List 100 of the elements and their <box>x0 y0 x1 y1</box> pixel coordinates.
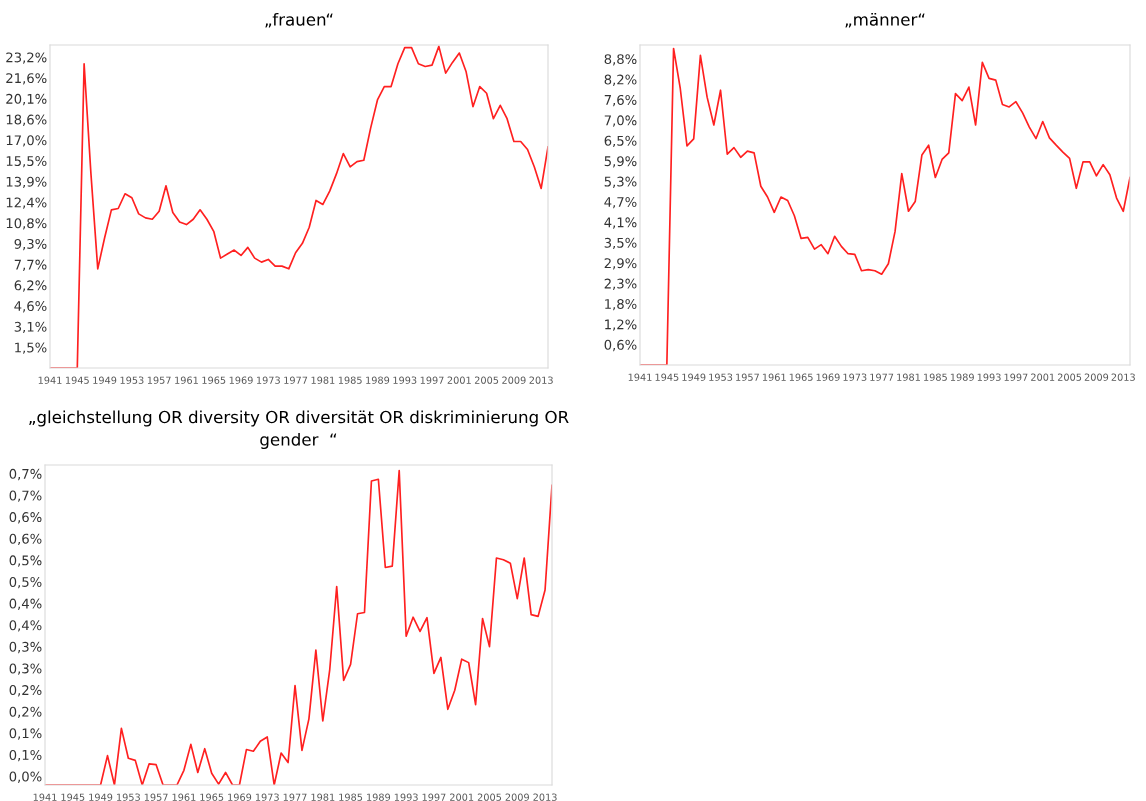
x-tick-label: 2009 <box>1084 373 1109 381</box>
y-tick-label: 0,7% <box>9 490 42 502</box>
y-tick-label: 0,4% <box>9 620 42 632</box>
y-tick-label: 12,4% <box>6 197 47 209</box>
x-tick-label: 1953 <box>117 793 140 801</box>
y-tick-label: 0,3% <box>9 663 42 675</box>
x-tick-label: 1989 <box>366 376 390 384</box>
y-tick-label: 0,5% <box>9 576 42 589</box>
y-tick-label: 18,6% <box>6 114 47 126</box>
y-tick-label: 3,1% <box>14 321 47 334</box>
y-tick-label: 6,2% <box>14 280 47 292</box>
y-tick-label: 7,7% <box>14 259 47 271</box>
y-tick-label: 0,1% <box>9 749 42 762</box>
y-tick-label: 3,5% <box>604 237 637 250</box>
x-tick-label: 1985 <box>339 793 363 801</box>
x-tick-label: 1941 <box>38 376 62 384</box>
x-tick-label: 1969 <box>228 793 252 801</box>
y-tick-label: 0,4% <box>9 598 42 610</box>
y-tick-label: 13,9% <box>6 176 47 189</box>
x-tick-label: 1965 <box>200 793 224 801</box>
x-tick-label: 1965 <box>202 376 226 384</box>
x-tick-label: 1945 <box>61 793 85 801</box>
y-tick-label: 0,6% <box>9 533 42 546</box>
y-tick-label: 2,3% <box>604 278 637 290</box>
x-tick-label: 1941 <box>628 373 652 381</box>
x-tick-label: 1961 <box>175 376 198 384</box>
x-tick-label: 1997 <box>422 793 446 801</box>
x-tick-label: 1953 <box>709 373 733 381</box>
x-tick-label: 1989 <box>950 373 974 381</box>
x-tick-label: 2013 <box>529 376 553 384</box>
x-tick-label: 1969 <box>816 373 840 381</box>
y-tick-label: 15,5% <box>6 156 47 168</box>
x-tick-label: 2013 <box>533 793 557 801</box>
y-tick-label: 20,1% <box>6 93 47 106</box>
x-tick-label: 1977 <box>870 373 894 381</box>
x-tick-label: 1989 <box>367 793 391 801</box>
x-tick-label: 2005 <box>474 376 499 384</box>
y-tick-label: 1,2% <box>605 319 637 331</box>
y-tick-label: 7,6% <box>604 94 637 107</box>
x-tick-label: 1985 <box>338 376 362 384</box>
y-tick-label: 0,0% <box>9 771 42 783</box>
chart-title: „frauen“ <box>265 12 333 28</box>
y-tick-label: 17,0% <box>6 135 47 147</box>
x-tick-label: 2001 <box>1031 373 1055 381</box>
y-tick-label: 21,6% <box>6 73 47 85</box>
x-tick-label: 1981 <box>897 373 920 381</box>
y-tick-label: 0,1% <box>9 728 42 740</box>
x-tick-label: 1965 <box>789 373 813 381</box>
y-tick-label: 10,8% <box>6 218 47 230</box>
x-tick-label: 1977 <box>284 376 308 384</box>
y-tick-label: 4,1% <box>604 217 637 229</box>
x-tick-label: 1981 <box>311 376 335 384</box>
x-tick-label: 1945 <box>655 373 679 381</box>
x-tick-label: 1957 <box>736 373 759 381</box>
y-tick-label: 9,3% <box>14 238 47 251</box>
x-tick-label: 1977 <box>283 793 307 801</box>
x-tick-label: 1953 <box>120 376 144 384</box>
y-tick-label: 8,2% <box>604 74 637 86</box>
x-tick-label: 1949 <box>682 373 706 381</box>
y-tick-label: 1,8% <box>605 299 637 311</box>
x-tick-label: 1973 <box>257 376 280 384</box>
x-tick-label: 1973 <box>843 373 867 381</box>
x-tick-label: 2005 <box>477 793 502 801</box>
x-tick-label: 1961 <box>172 793 196 801</box>
y-tick-label: 0,7% <box>9 468 42 481</box>
x-tick-label: 1945 <box>65 376 89 384</box>
y-tick-label: 6,5% <box>604 135 637 148</box>
y-tick-label: 4,6% <box>14 301 47 313</box>
y-tick-label: 0,3% <box>9 641 42 654</box>
x-tick-label: 1957 <box>147 376 171 384</box>
x-tick-label: 1997 <box>420 376 444 384</box>
x-tick-label: 1981 <box>311 793 335 801</box>
x-tick-label: 2001 <box>447 376 471 384</box>
y-tick-label: 2,9% <box>604 258 637 270</box>
x-tick-label: 1957 <box>144 793 168 801</box>
x-tick-label: 1949 <box>93 376 117 384</box>
y-tick-label: 0,5% <box>9 555 42 567</box>
x-tick-label: 1985 <box>924 373 947 381</box>
x-tick-label: 2001 <box>450 793 474 801</box>
x-tick-label: 1949 <box>89 793 113 801</box>
y-tick-label: 0,2% <box>9 685 42 697</box>
x-tick-label: 1941 <box>33 793 57 801</box>
x-tick-label: 2009 <box>505 793 529 801</box>
y-tick-label: 0,6% <box>604 339 637 352</box>
x-tick-label: 1969 <box>229 376 253 384</box>
y-tick-label: 5,9% <box>604 156 637 168</box>
y-tick-label: 0,2% <box>9 706 42 719</box>
x-tick-label: 1973 <box>255 793 279 801</box>
x-tick-label: 1997 <box>1004 373 1028 381</box>
x-tick-label: 2005 <box>1057 373 1082 381</box>
chart-title: „männer“ <box>845 12 925 28</box>
x-tick-label: 1993 <box>394 793 418 801</box>
x-tick-label: 1993 <box>393 376 417 384</box>
y-tick-label: 23,2% <box>6 52 47 64</box>
y-tick-label: 7,0% <box>604 115 637 127</box>
y-tick-label: 5,3% <box>604 176 637 188</box>
x-tick-label: 1993 <box>977 373 1001 381</box>
x-tick-label: 2013 <box>1111 373 1135 381</box>
chart-title: „gleichstellung OR diversity OR diversität OR diskriminierung OR gender “ <box>29 410 569 450</box>
x-tick-label: 1961 <box>762 373 786 381</box>
